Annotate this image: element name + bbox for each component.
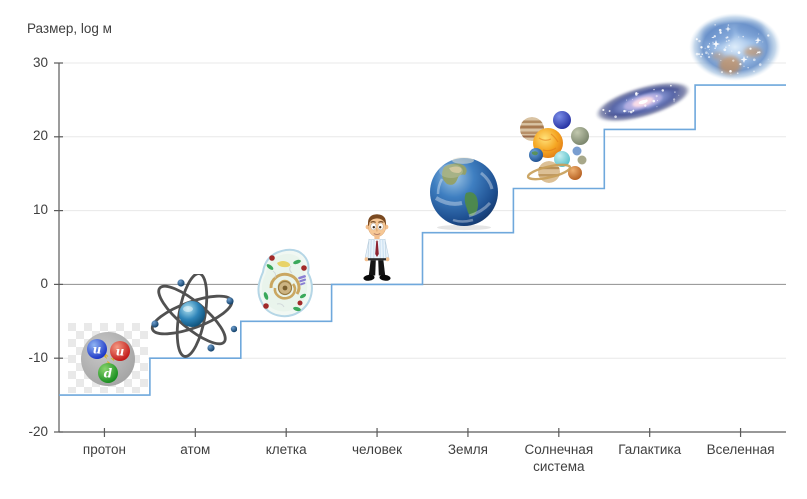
universe-image (688, 12, 782, 84)
x-axis-label: Вселенная (706, 442, 775, 457)
galaxy-image (591, 76, 695, 128)
x-axis-label: атом (180, 442, 211, 457)
chart-title: Размер, log м (27, 21, 112, 36)
atom-image (147, 274, 237, 358)
x-axis-label: Солнечная система (524, 442, 594, 474)
svg-text:u: u (116, 345, 125, 359)
earth-image (429, 154, 499, 232)
x-axis-label: человек (352, 442, 403, 457)
x-axis-label: клетка (265, 442, 307, 457)
human-image (357, 212, 397, 284)
y-axis-tick-label: 20 (32, 128, 48, 144)
step-line (59, 84, 786, 396)
svg-text:d: d (104, 367, 113, 381)
x-axis-label: протон (82, 442, 126, 457)
y-axis-tick-label: 10 (32, 202, 48, 218)
svg-text:u: u (93, 343, 102, 357)
y-axis-tick-label: -10 (28, 349, 48, 365)
solar-system-image (518, 108, 594, 187)
x-axis-label: Земля (447, 442, 488, 457)
y-axis-tick-label: 30 (32, 54, 48, 70)
y-axis-tick-label: -20 (28, 423, 48, 439)
cell-image (253, 246, 319, 320)
proton-image: u u d (68, 323, 148, 393)
y-axis-tick-label: 0 (40, 275, 48, 291)
x-axis-label: Галактика (618, 442, 682, 457)
